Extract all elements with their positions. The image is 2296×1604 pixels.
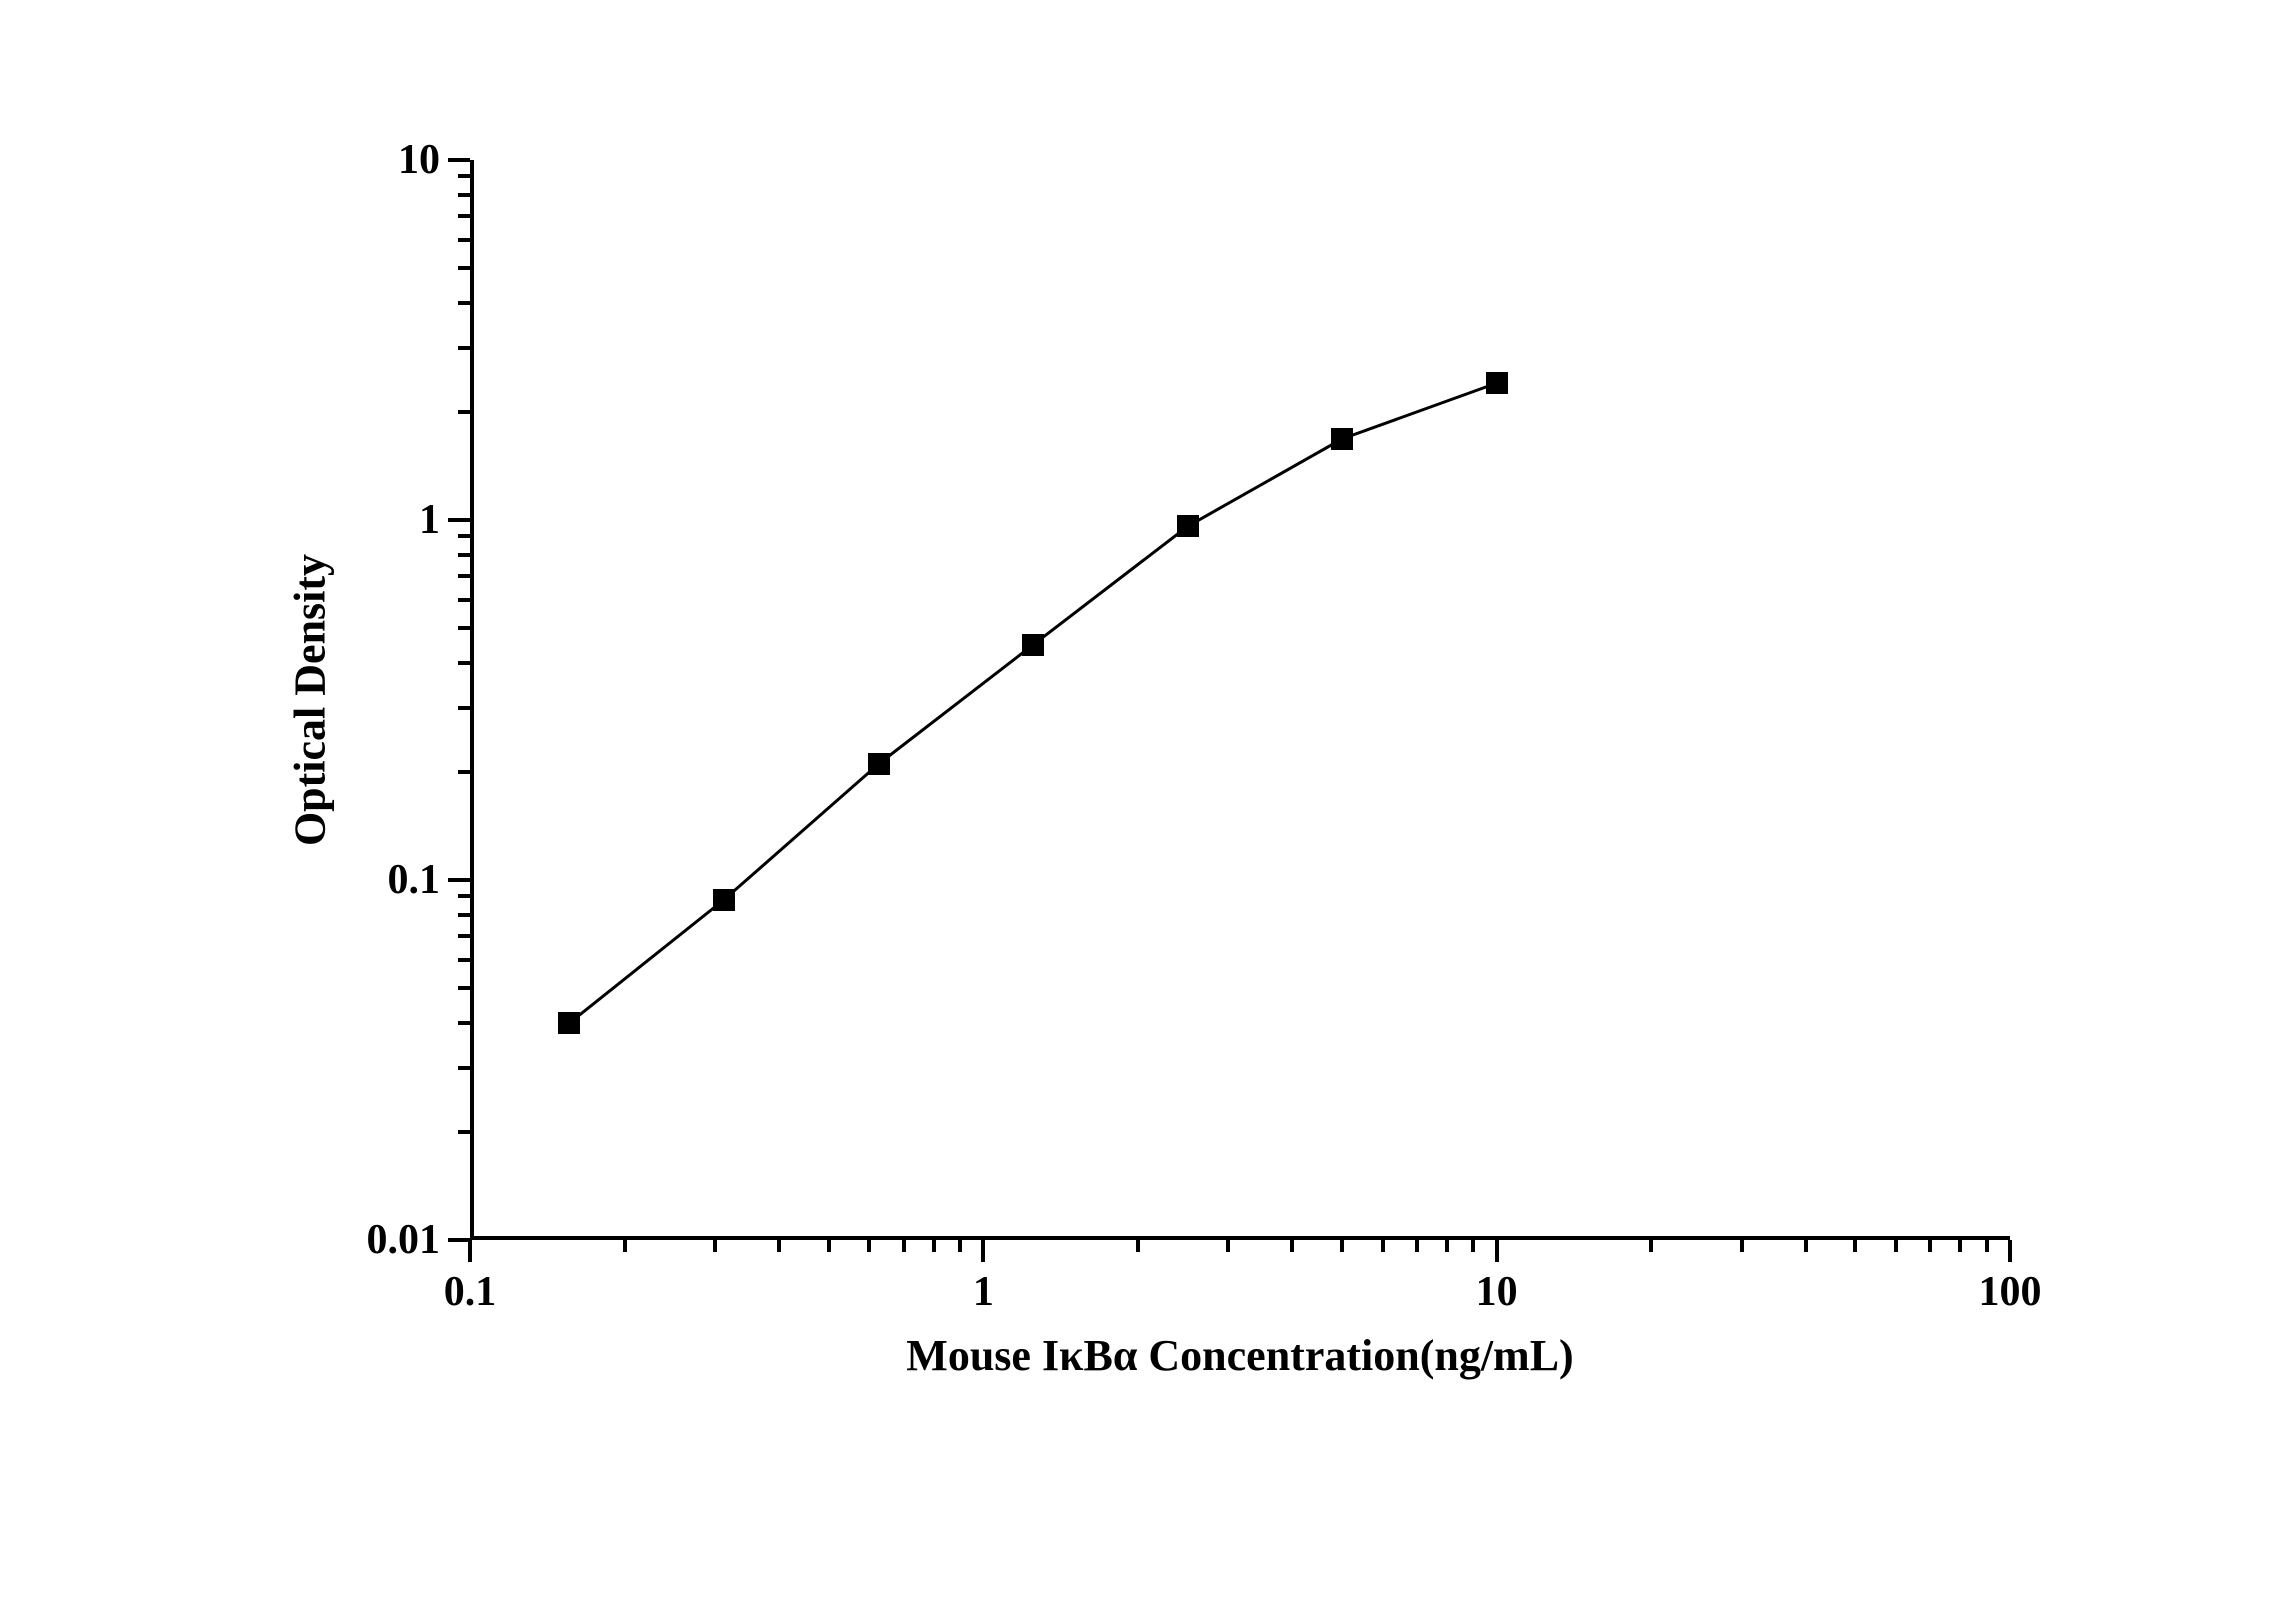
data-point-marker (868, 753, 890, 775)
y-tick-label: 10 (398, 136, 440, 184)
y-minor-tick (458, 706, 470, 710)
x-minor-tick (1958, 1240, 1962, 1252)
y-minor-tick (458, 410, 470, 414)
x-minor-tick (1894, 1240, 1898, 1252)
y-minor-tick (458, 598, 470, 602)
x-minor-tick (902, 1240, 906, 1252)
x-minor-tick (1740, 1240, 1744, 1252)
x-tick-label: 0.1 (444, 1268, 497, 1316)
y-minor-tick (458, 238, 470, 242)
x-minor-tick (1985, 1240, 1989, 1252)
x-minor-tick (1471, 1240, 1475, 1252)
x-major-tick (1495, 1240, 1499, 1262)
x-minor-tick (827, 1240, 831, 1252)
y-minor-tick (458, 913, 470, 917)
y-major-tick (448, 878, 470, 882)
x-minor-tick (623, 1240, 627, 1252)
data-point-marker (1486, 372, 1508, 394)
data-point-marker (558, 1012, 580, 1034)
y-tick-label: 0.01 (367, 1216, 441, 1264)
x-minor-tick (1445, 1240, 1449, 1252)
x-tick-label: 100 (1979, 1268, 2042, 1316)
x-tick-label: 1 (973, 1268, 994, 1316)
y-major-tick (448, 518, 470, 522)
x-minor-tick (1649, 1240, 1653, 1252)
x-minor-tick (1928, 1240, 1932, 1252)
x-minor-tick (1853, 1240, 1857, 1252)
y-tick-label: 0.1 (388, 856, 441, 904)
y-minor-tick (458, 626, 470, 630)
x-minor-tick (713, 1240, 717, 1252)
y-minor-tick (458, 934, 470, 938)
y-minor-tick (458, 214, 470, 218)
plot-area (470, 160, 2010, 1240)
y-minor-tick (458, 1066, 470, 1070)
chart-container: 0.11101000.010.1110 Optical Density Mous… (280, 120, 2080, 1470)
x-minor-tick (958, 1240, 962, 1252)
x-major-tick (468, 1240, 472, 1262)
x-minor-tick (1381, 1240, 1385, 1252)
data-point-marker (1331, 428, 1353, 450)
y-minor-tick (458, 534, 470, 538)
y-minor-tick (458, 661, 470, 665)
y-minor-tick (458, 346, 470, 350)
y-minor-tick (458, 574, 470, 578)
x-minor-tick (777, 1240, 781, 1252)
y-minor-tick (458, 174, 470, 178)
data-point-marker (713, 889, 735, 911)
x-minor-tick (1804, 1240, 1808, 1252)
x-minor-tick (1415, 1240, 1419, 1252)
y-minor-tick (458, 1021, 470, 1025)
x-minor-tick (1290, 1240, 1294, 1252)
x-minor-tick (867, 1240, 871, 1252)
y-minor-tick (458, 958, 470, 962)
y-minor-tick (458, 553, 470, 557)
x-minor-tick (1340, 1240, 1344, 1252)
y-major-tick (448, 158, 470, 162)
x-major-tick (981, 1240, 985, 1262)
data-point-marker (1177, 515, 1199, 537)
y-minor-tick (458, 986, 470, 990)
y-tick-label: 1 (419, 496, 440, 544)
y-minor-tick (458, 1130, 470, 1134)
x-minor-tick (932, 1240, 936, 1252)
y-minor-tick (458, 193, 470, 197)
x-major-tick (2008, 1240, 2012, 1262)
y-minor-tick (458, 894, 470, 898)
y-axis-label: Optical Density (285, 554, 336, 846)
data-point-marker (1022, 634, 1044, 656)
x-tick-label: 10 (1476, 1268, 1518, 1316)
y-minor-tick (458, 770, 470, 774)
y-minor-tick (458, 301, 470, 305)
x-minor-tick (1226, 1240, 1230, 1252)
x-axis-label: Mouse IκBα Concentration(ng/mL) (906, 1330, 1573, 1381)
x-minor-tick (1136, 1240, 1140, 1252)
y-major-tick (448, 1238, 470, 1242)
y-minor-tick (458, 266, 470, 270)
